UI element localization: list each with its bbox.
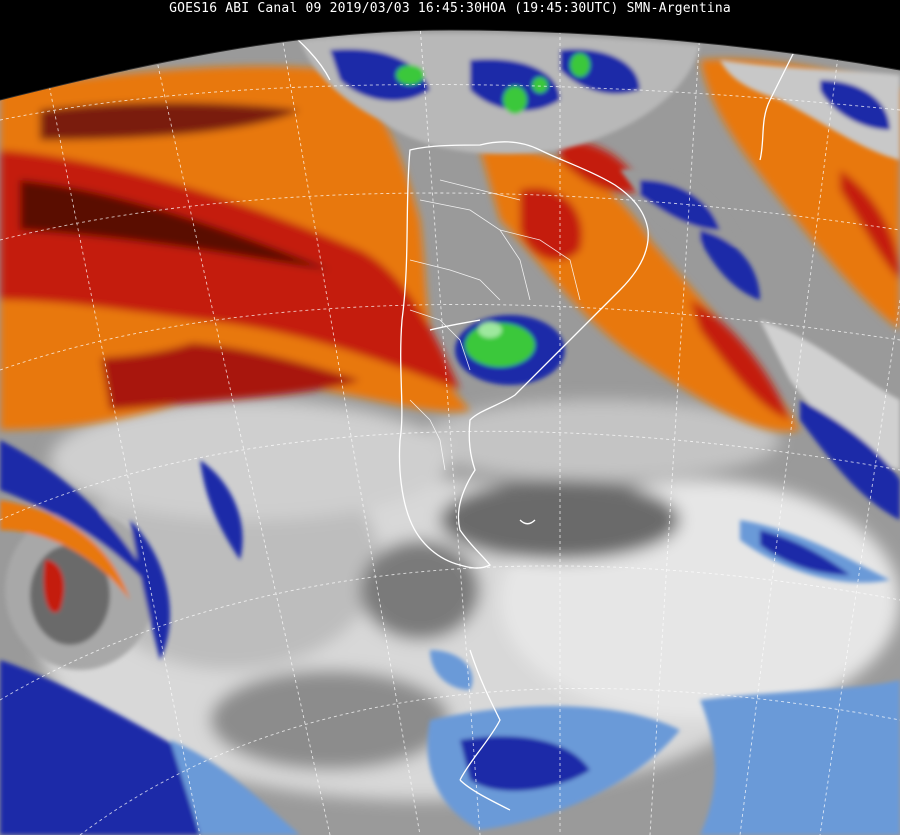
graticule-lat-5 — [0, 565, 900, 701]
dry-air-band — [0, 66, 470, 430]
antarctic-coast — [459, 779, 511, 811]
malvinas-islands — [519, 519, 536, 525]
border-6 — [409, 399, 446, 471]
river-plate — [429, 319, 481, 331]
earth-limb — [0, 29, 900, 101]
graticule-lat-4 — [0, 430, 900, 521]
western-cyclone — [0, 440, 170, 670]
graticule-lon-3 — [279, 30, 421, 835]
convective-cell-center — [455, 315, 565, 385]
border-3 — [409, 259, 501, 301]
coastlines — [279, 30, 801, 811]
border-5 — [499, 229, 581, 301]
lat-lon-grid — [0, 30, 900, 835]
graticule-lon-6 — [649, 30, 701, 835]
south-america-coastline — [398, 141, 649, 569]
graticule-lat-6 — [79, 688, 900, 835]
graticule-lat-3 — [0, 304, 900, 371]
graticule-lon-8 — [819, 299, 900, 835]
graticule-lon-7 — [739, 39, 841, 835]
border-4 — [409, 309, 471, 371]
antarctic-peninsula — [459, 649, 501, 781]
image-caption: GOES16 ABI Canal 09 2019/03/03 16:45:30H… — [0, 0, 900, 18]
border-2 — [439, 179, 521, 201]
north-coast-west — [279, 30, 331, 81]
north-coast-east — [759, 39, 801, 161]
convective-clouds-north — [300, 33, 900, 520]
cold-moist-zones-south — [0, 460, 900, 835]
political-borders — [409, 179, 581, 471]
graticule-lat-1 — [0, 84, 900, 121]
graticule-lat-2 — [0, 192, 900, 241]
